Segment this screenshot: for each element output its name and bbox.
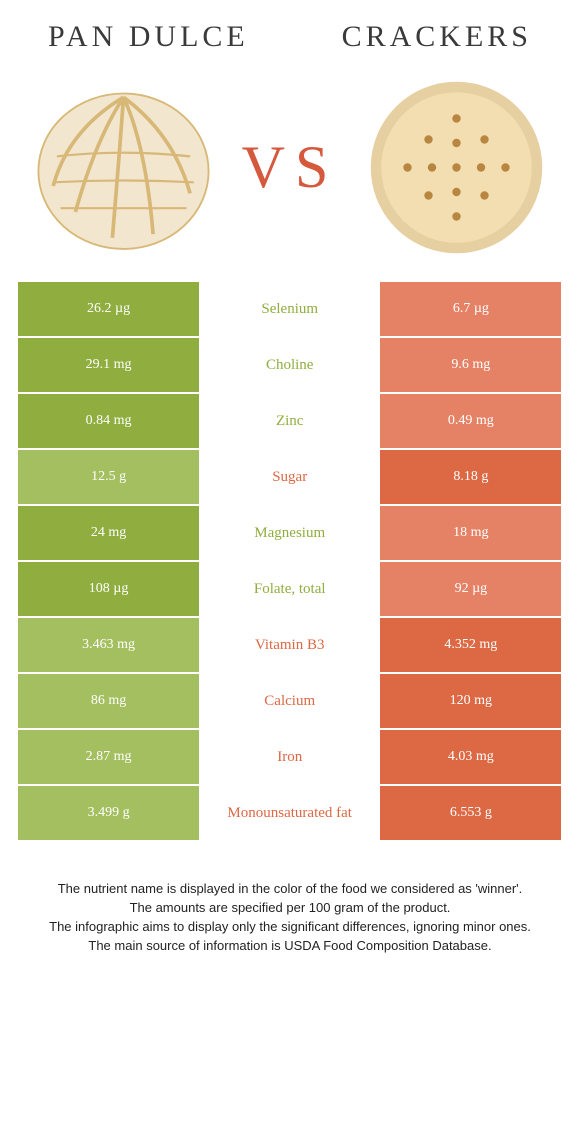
left-value-cell: 3.463 mg xyxy=(18,618,199,672)
infographic-container: Pan dulce Crackers VS xyxy=(0,0,580,975)
images-row: VS xyxy=(18,72,562,262)
right-value-cell: 6.553 g xyxy=(380,786,561,840)
footnote-line-2: The amounts are specified per 100 gram o… xyxy=(24,899,556,918)
nutrient-name-cell: Choline xyxy=(199,338,380,392)
header-row: Pan dulce Crackers xyxy=(18,20,562,54)
nutrient-name-cell: Zinc xyxy=(199,394,380,448)
table-row: 29.1 mgCholine9.6 mg xyxy=(18,338,562,392)
right-food-title: Crackers xyxy=(342,20,532,54)
right-value-cell: 4.352 mg xyxy=(380,618,561,672)
right-value-cell: 0.49 mg xyxy=(380,394,561,448)
table-row: 3.463 mgVitamin B34.352 mg xyxy=(18,618,562,672)
nutrient-name-cell: Iron xyxy=(199,730,380,784)
nutrient-name-cell: Selenium xyxy=(199,282,380,336)
right-value-cell: 92 µg xyxy=(380,562,561,616)
footnote: The nutrient name is displayed in the co… xyxy=(18,880,562,955)
crackers-image xyxy=(362,72,552,262)
footnote-line-3: The infographic aims to display only the… xyxy=(24,918,556,937)
nutrient-name-cell: Calcium xyxy=(199,674,380,728)
table-row: 24 mgMagnesium18 mg xyxy=(18,506,562,560)
left-value-cell: 12.5 g xyxy=(18,450,199,504)
right-value-cell: 120 mg xyxy=(380,674,561,728)
table-row: 0.84 mgZinc0.49 mg xyxy=(18,394,562,448)
table-row: 26.2 µgSelenium6.7 µg xyxy=(18,282,562,336)
left-food-title: Pan dulce xyxy=(48,20,249,54)
nutrient-name-cell: Magnesium xyxy=(199,506,380,560)
left-value-cell: 26.2 µg xyxy=(18,282,199,336)
table-row: 3.499 gMonounsaturated fat6.553 g xyxy=(18,786,562,840)
table-row: 108 µgFolate, total92 µg xyxy=(18,562,562,616)
nutrient-name-cell: Folate, total xyxy=(199,562,380,616)
nutrient-name-cell: Vitamin B3 xyxy=(199,618,380,672)
left-value-cell: 0.84 mg xyxy=(18,394,199,448)
footnote-line-4: The main source of information is USDA F… xyxy=(24,937,556,956)
nutrient-table: 26.2 µgSelenium6.7 µg29.1 mgCholine9.6 m… xyxy=(18,282,562,840)
footnote-line-1: The nutrient name is displayed in the co… xyxy=(24,880,556,899)
vs-label: VS xyxy=(242,133,339,202)
left-value-cell: 29.1 mg xyxy=(18,338,199,392)
pan-dulce-image xyxy=(28,72,218,262)
right-value-cell: 4.03 mg xyxy=(380,730,561,784)
left-value-cell: 24 mg xyxy=(18,506,199,560)
left-value-cell: 2.87 mg xyxy=(18,730,199,784)
right-value-cell: 8.18 g xyxy=(380,450,561,504)
left-value-cell: 3.499 g xyxy=(18,786,199,840)
table-row: 86 mgCalcium120 mg xyxy=(18,674,562,728)
right-value-cell: 18 mg xyxy=(380,506,561,560)
left-value-cell: 86 mg xyxy=(18,674,199,728)
left-value-cell: 108 µg xyxy=(18,562,199,616)
table-row: 12.5 gSugar8.18 g xyxy=(18,450,562,504)
nutrient-name-cell: Sugar xyxy=(199,450,380,504)
right-value-cell: 6.7 µg xyxy=(380,282,561,336)
table-row: 2.87 mgIron4.03 mg xyxy=(18,730,562,784)
right-value-cell: 9.6 mg xyxy=(380,338,561,392)
nutrient-name-cell: Monounsaturated fat xyxy=(199,786,380,840)
